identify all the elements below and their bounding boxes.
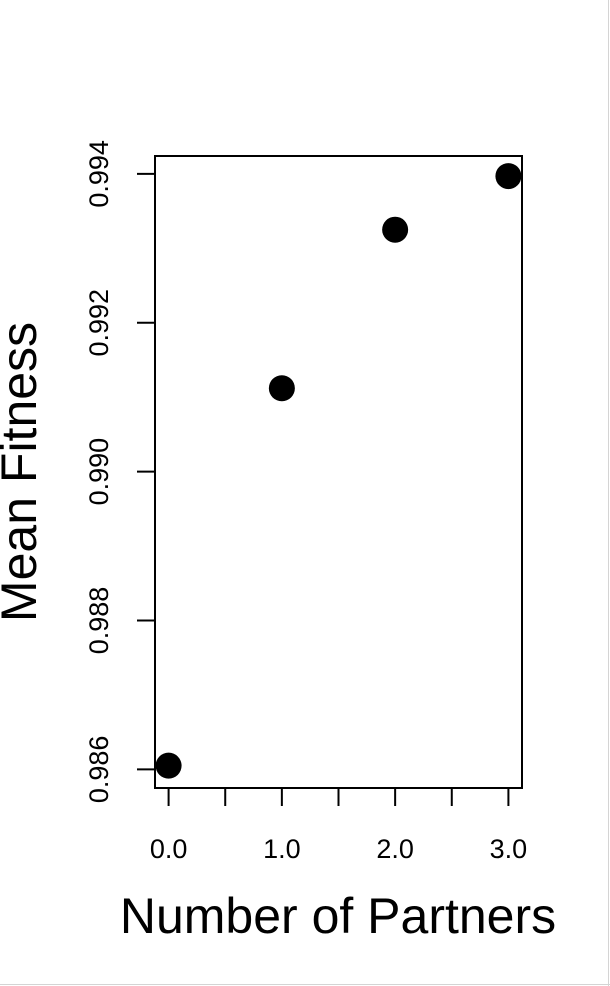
y-axis-title: Mean Fitness (0, 322, 47, 622)
y-tick-label: 0.994 (84, 140, 114, 208)
plot-frame (154, 155, 523, 789)
y-tick-label: 0.986 (84, 736, 114, 804)
y-tick-label: 0.988 (84, 587, 114, 655)
data-point (155, 752, 182, 779)
data-points (155, 163, 522, 779)
x-tick-label: 3.0 (490, 834, 528, 864)
x-tick-label: 1.0 (263, 834, 301, 864)
data-point (268, 375, 295, 402)
x-axis-title: Number of Partners (120, 888, 556, 944)
y-tick-label: 0.992 (84, 289, 114, 357)
y-axis: 0.986 0.988 0.990 0.992 0.994 (84, 140, 155, 803)
x-axis: 0.0 1.0 2.0 3.0 (150, 788, 527, 864)
data-point (495, 163, 522, 190)
x-tick-label: 2.0 (376, 834, 414, 864)
data-point (382, 216, 409, 243)
y-tick-label: 0.990 (84, 438, 114, 506)
x-tick-label: 0.0 (150, 834, 188, 864)
